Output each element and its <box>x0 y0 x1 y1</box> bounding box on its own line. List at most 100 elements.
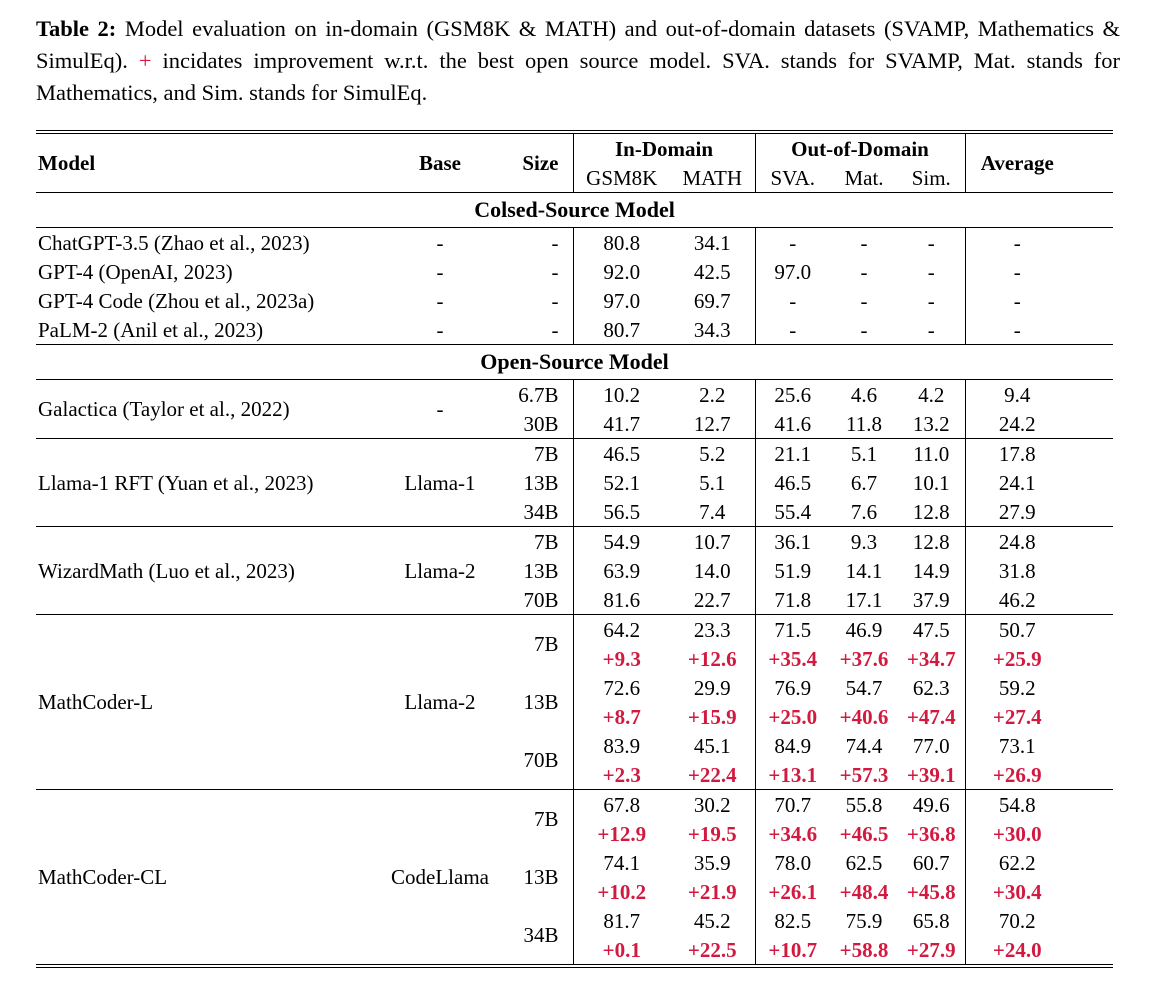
score-cell: 81.7 <box>572 906 670 935</box>
header-row-datasets: GSM8K MATH SVA. Mat. Sim. <box>36 163 1113 193</box>
score-cell: 2.2 <box>699 382 726 407</box>
section-title-row: Open-Source Model <box>36 345 1113 380</box>
improvement-row: +2.3 +22.4 +13.1 +57.3 +39.1 +26.9 <box>36 760 1114 790</box>
score-cell: 17.8 <box>964 438 1114 468</box>
header-out-of-domain: Out-of-Domain <box>754 132 966 163</box>
header-size: Size <box>522 151 559 175</box>
score-cell: 50.7 <box>964 614 1114 644</box>
improvement-cell: +22.5 <box>687 937 737 962</box>
improvement-cell: +58.8 <box>839 937 889 962</box>
score-cell: 49.6 <box>912 792 950 817</box>
score-cell: 72.6 <box>572 673 670 702</box>
table-row: 70B 81.6 22.7 71.8 17.1 37.9 46.2 <box>36 585 1114 615</box>
size-cell: 7B <box>533 529 559 554</box>
score-cell: 11.8 <box>846 411 882 436</box>
score-cell: 80.8 <box>572 227 670 257</box>
score-cell: 24.1 <box>964 468 1114 497</box>
caption-text-2: incidates improvement w.r.t. the best op… <box>36 48 1121 105</box>
table-row: 70B 83.9 45.1 84.9 74.4 77.0 73.1 <box>36 731 1114 772</box>
header-base: Base <box>419 151 461 175</box>
header-gsm8k: GSM8K <box>572 163 670 193</box>
size-cell: 34B <box>523 923 559 947</box>
score-cell: 12.8 <box>912 529 950 554</box>
score-cell: 74.4 <box>845 733 883 758</box>
caption-text-1: Model evaluation on in-domain (GSM8K & M… <box>36 16 1121 73</box>
score-cell: - <box>754 315 830 345</box>
improvement-cell: +10.7 <box>754 935 830 966</box>
table-row: GPT-4 Code (Zhou et al., 2023a) - -97.0 69.… <box>36 286 1114 315</box>
score-cell: 35.9 <box>693 850 731 875</box>
section-header: Open-Source Model <box>36 344 1114 380</box>
improvement-row: +10.2 +21.9 +26.1 +48.4 +45.8 +30.4 <box>36 877 1114 906</box>
section-title: Open-Source Model <box>480 349 669 374</box>
score-cell: - <box>964 227 1114 257</box>
table-header: Model Base Size In-Domain Out-of-Domain … <box>36 132 1114 193</box>
score-cell: 12.8 <box>912 499 950 524</box>
score-cell: 60.7 <box>912 850 950 875</box>
base-cell: - <box>436 317 444 342</box>
score-cell: 29.9 <box>693 675 731 700</box>
table-row: 34B 81.7 45.2 82.5 75.9 65.8 70.2 <box>36 906 1114 947</box>
improvement-cell: +8.7 <box>572 702 670 731</box>
improvement-cell: +27.4 <box>964 702 1114 731</box>
score-cell: 54.7 <box>845 675 883 700</box>
score-cell: 41.7 <box>572 409 670 439</box>
score-cell: 82.5 <box>754 906 830 935</box>
score-cell: 47.5 <box>912 617 950 642</box>
base-cell: Llama-2 <box>404 690 476 714</box>
score-cell: 92.0 <box>572 257 670 286</box>
score-cell: 27.9 <box>964 497 1114 527</box>
score-cell: 17.1 <box>845 587 883 612</box>
score-cell: 46.5 <box>572 438 670 468</box>
score-cell: 5.1 <box>850 441 878 466</box>
model-group: MathCoder-CL CodeLlama 7B 67.8 30.2 70.7 55.8 4… <box>36 789 1114 966</box>
score-cell: - <box>860 259 868 284</box>
model-group: ChatGPT-3.5 (Zhao et al., 2023) - -80.8 34.… <box>36 227 1114 257</box>
score-cell: 10.2 <box>572 379 670 409</box>
improvement-cell: +26.1 <box>754 877 830 906</box>
improvement-cell: +39.1 <box>906 762 956 787</box>
score-cell: 24.8 <box>964 526 1114 556</box>
score-cell: 84.9 <box>754 731 830 760</box>
score-cell: 42.5 <box>693 259 731 284</box>
score-cell: 22.7 <box>693 587 731 612</box>
score-cell: 21.1 <box>754 438 830 468</box>
score-cell: 97.0 <box>572 286 670 315</box>
base-cell: CodeLlama <box>391 865 489 889</box>
score-cell: 11.0 <box>913 441 950 466</box>
improvement-cell: +45.8 <box>906 879 956 904</box>
size-cell: - <box>551 230 559 255</box>
model-cell: MathCoder-CL <box>38 865 168 889</box>
improvement-cell: +2.3 <box>572 760 670 790</box>
model-cell: GPT-4 (OpenAI, 2023) <box>38 259 233 284</box>
score-cell: 6.7 <box>850 470 878 495</box>
score-cell: 83.9 <box>572 731 670 760</box>
improvement-cell: +47.4 <box>906 704 956 729</box>
score-cell: 10.1 <box>912 470 950 495</box>
improvement-cell: +13.1 <box>754 760 830 790</box>
table-row: 34B 56.5 7.4 55.4 7.6 12.8 27.9 <box>36 497 1114 527</box>
improvement-cell: +34.6 <box>754 819 830 848</box>
score-cell: 54.8 <box>964 789 1114 819</box>
table-row: WizardMath (Luo et al., 2023) Llama-2 7B 54… <box>36 526 1114 583</box>
score-cell: 36.1 <box>754 526 830 556</box>
size-cell: 70B <box>523 587 559 612</box>
score-cell: 23.3 <box>693 617 731 642</box>
model-group: MathCoder-L Llama-2 7B 64.2 23.3 71.5 46.9 47.5… <box>36 614 1114 790</box>
improvement-cell: +40.6 <box>839 704 889 729</box>
score-cell: - <box>927 288 935 313</box>
score-cell: - <box>964 286 1114 315</box>
improvement-row: +0.1 +22.5 +10.7 +58.8 +27.9 +24.0 <box>36 935 1114 966</box>
section-title: Colsed-Source Model <box>474 197 675 222</box>
score-cell: 71.8 <box>754 585 830 615</box>
base-cell: Llama-2 <box>404 558 476 583</box>
improvement-cell: +12.6 <box>687 646 737 671</box>
caption-label: Table 2: <box>36 16 117 41</box>
table-row: MathCoder-L Llama-2 7B 64.2 23.3 71.5 46.9 47.5… <box>36 614 1114 714</box>
score-cell: - <box>860 317 868 342</box>
score-cell: 62.2 <box>964 848 1114 877</box>
score-cell: 4.2 <box>918 382 945 407</box>
score-cell: 80.7 <box>572 315 670 345</box>
score-cell: 9.3 <box>850 529 878 554</box>
size-cell: 30B <box>523 411 559 436</box>
